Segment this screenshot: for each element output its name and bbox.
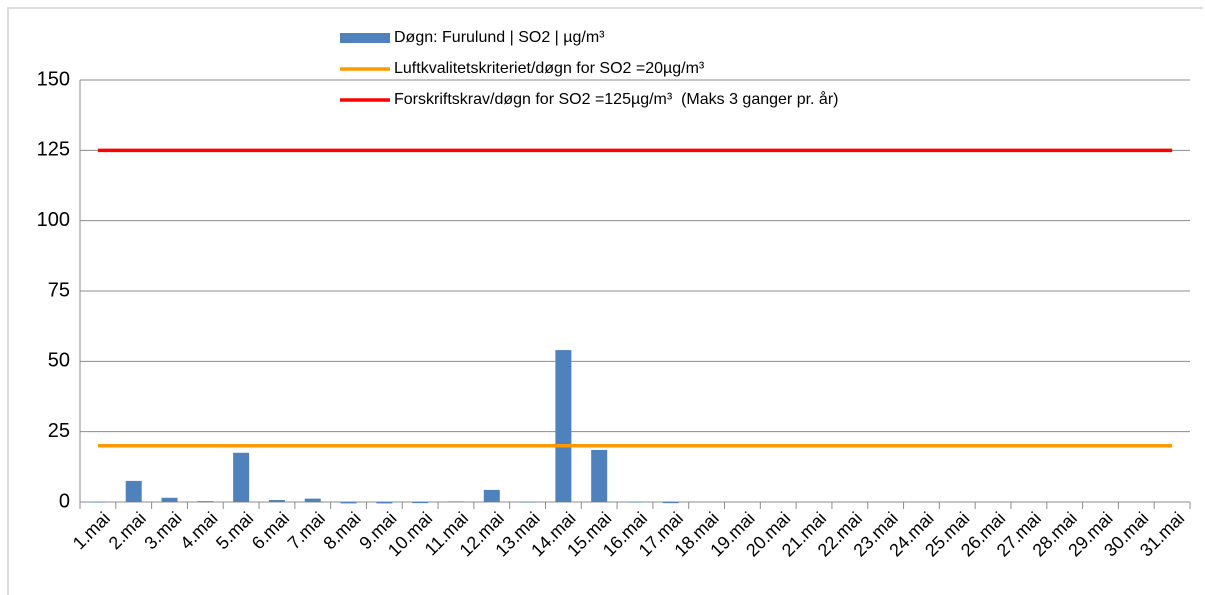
legend-label: Døgn: Furulund | SO2 | µg/m³ (394, 29, 605, 46)
bar (197, 501, 214, 502)
bar (519, 502, 536, 503)
legend-label: Forskriftskrav/døgn for SO2 =125µg/m³ (M… (394, 90, 838, 108)
bar (483, 489, 500, 502)
y-tick-label: 75 (48, 279, 70, 301)
y-tick-label: 150 (37, 68, 70, 90)
x-tick-label: 8.mai (319, 508, 364, 553)
x-tick-label: 4.mai (176, 508, 221, 553)
bar (340, 502, 357, 504)
x-tick-label: 1.mai (69, 508, 114, 553)
bar (268, 500, 285, 502)
bar (125, 480, 142, 502)
y-tick-label: 25 (48, 420, 70, 442)
bar (412, 502, 429, 504)
x-tick-label: 5.mai (212, 508, 257, 553)
legend-label: Luftkvalitetskriteriet/døgn for SO2 =20µ… (394, 60, 705, 77)
bar (161, 497, 178, 502)
y-tick-label: 125 (37, 139, 70, 161)
bar (233, 452, 250, 502)
bar (304, 498, 321, 502)
bar (627, 502, 643, 503)
bar (447, 501, 464, 502)
y-tick-label: 0 (59, 490, 70, 512)
bar (555, 350, 572, 502)
bar (376, 502, 393, 504)
y-tick-label: 100 (37, 209, 70, 231)
x-tick-label: 7.mai (284, 508, 329, 553)
bar (591, 449, 608, 502)
bar (89, 502, 106, 503)
x-tick-label: 2.mai (105, 508, 150, 553)
y-tick-label: 50 (48, 350, 70, 372)
x-tick-label: 3.mai (140, 508, 185, 553)
bar (662, 502, 679, 504)
chart-border (7, 7, 1203, 595)
x-tick-label: 6.mai (248, 508, 293, 553)
legend-swatch (340, 33, 390, 43)
